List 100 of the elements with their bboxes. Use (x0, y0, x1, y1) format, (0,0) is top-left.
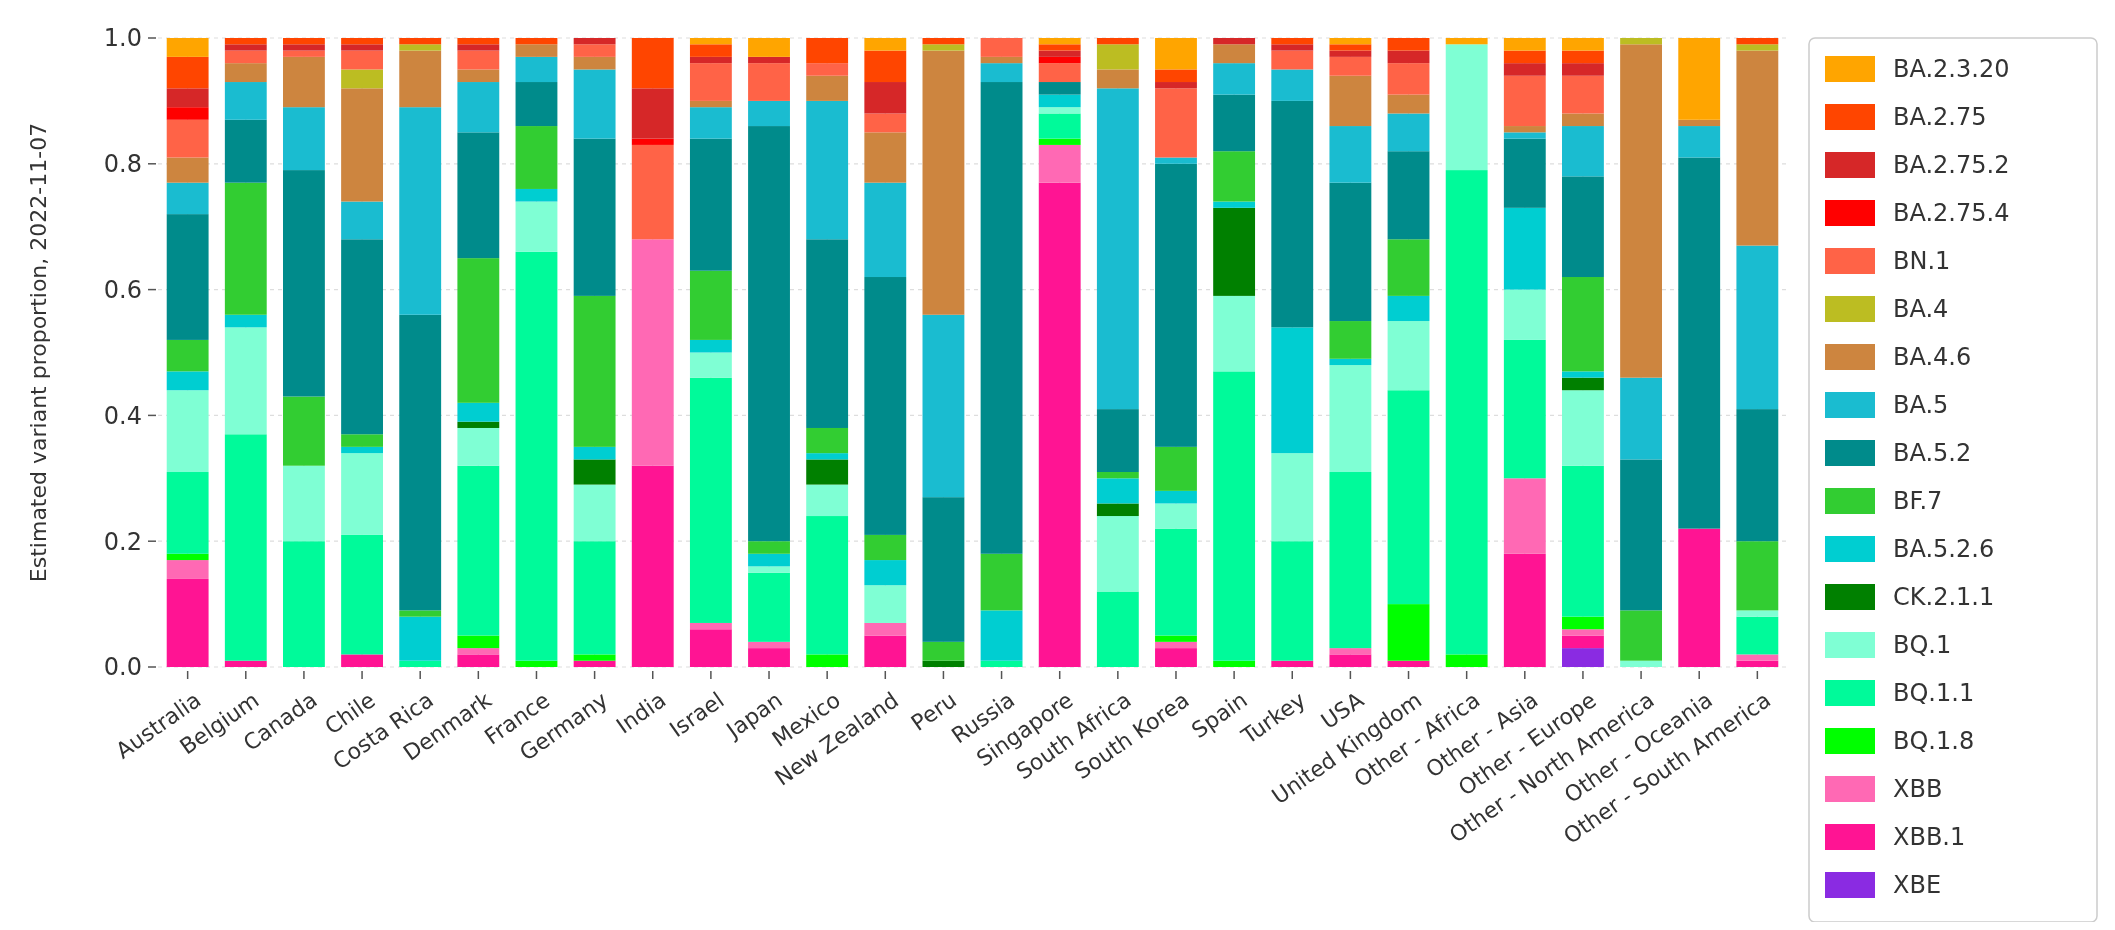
bar (341, 446, 383, 454)
bar (1213, 660, 1256, 667)
bar (1038, 107, 1081, 114)
bar (864, 635, 907, 667)
legend-label: XBB (1893, 775, 1943, 804)
bar (399, 314, 442, 611)
bar (748, 56, 790, 64)
bar (689, 339, 732, 353)
bar (457, 82, 500, 133)
bar (1213, 94, 1256, 152)
bar (631, 88, 674, 139)
bar (283, 170, 325, 397)
bar (1038, 63, 1081, 83)
bar (457, 402, 500, 422)
bar (341, 654, 383, 667)
legend-label: BQ.1.8 (1893, 727, 1975, 756)
bar (573, 44, 616, 57)
bar (1503, 63, 1546, 76)
bar (1562, 113, 1604, 127)
bar (457, 44, 500, 51)
bar (748, 63, 790, 101)
bar (1562, 390, 1604, 466)
bar (980, 553, 1023, 611)
bar (224, 119, 267, 183)
bar (283, 38, 325, 45)
bar (399, 38, 442, 45)
bar (1387, 660, 1430, 667)
bar (1562, 377, 1604, 391)
bar (1213, 371, 1256, 661)
bar (1096, 38, 1139, 45)
bar (1387, 50, 1430, 64)
bar (1387, 604, 1430, 661)
bar (864, 585, 907, 623)
bar (224, 38, 267, 45)
bar (573, 138, 616, 296)
bar (1329, 56, 1372, 76)
bar (980, 63, 1023, 83)
bar (224, 434, 267, 661)
bar (631, 465, 674, 667)
legend-label: CK.2.1.1 (1893, 583, 1995, 612)
bar (457, 654, 500, 667)
bar (864, 38, 907, 51)
bar (166, 157, 209, 183)
bar (457, 648, 500, 655)
bar (224, 314, 267, 328)
bar (748, 38, 790, 57)
bar (283, 396, 325, 466)
bar (1155, 648, 1197, 667)
bar (1562, 50, 1604, 64)
bar (224, 63, 267, 83)
bar (457, 69, 500, 83)
bar (283, 465, 325, 542)
y-tick-label: 0.0 (103, 653, 142, 682)
bar (864, 534, 907, 561)
bar (1387, 390, 1430, 605)
bar (573, 484, 616, 542)
bar (748, 572, 790, 642)
y-tick-label: 0.6 (103, 276, 142, 304)
bar (399, 660, 442, 667)
bar (806, 516, 849, 655)
bar (864, 50, 907, 83)
bar (1736, 50, 1779, 246)
bar (1736, 245, 1779, 410)
bar (1387, 94, 1430, 114)
y-axis-title: Estimated variant proportion, 2022-11-07 (26, 122, 51, 583)
bar (399, 44, 442, 51)
y-tick-label: 0.2 (103, 527, 142, 556)
legend-label: BA.5 (1893, 391, 1949, 420)
bar (224, 182, 267, 315)
bar (1329, 321, 1372, 359)
bar (166, 390, 209, 473)
bar (515, 56, 558, 83)
bar (1503, 132, 1546, 139)
bar (1038, 82, 1081, 95)
bar (1038, 113, 1081, 139)
bar (515, 188, 558, 202)
bar (1213, 38, 1256, 45)
bar (1155, 641, 1197, 649)
bar (922, 497, 965, 642)
bar (689, 107, 732, 139)
bar (1096, 591, 1139, 667)
bar (1155, 490, 1197, 504)
bar (1329, 182, 1372, 322)
bar (748, 100, 790, 127)
bar (573, 56, 616, 70)
bar (1038, 182, 1081, 667)
bar (573, 69, 616, 139)
bar (1620, 44, 1663, 378)
bar (1562, 629, 1604, 636)
bar (748, 553, 790, 567)
bar (806, 484, 849, 517)
legend-label: BA.2.75 (1893, 103, 1987, 132)
bar (1329, 75, 1372, 127)
bar (1736, 409, 1779, 542)
legend-label: BA.5.2.6 (1893, 535, 1995, 564)
bar (806, 453, 849, 460)
bar (1445, 654, 1488, 667)
bar (1096, 503, 1139, 517)
bar (689, 100, 732, 108)
bar (748, 126, 790, 542)
